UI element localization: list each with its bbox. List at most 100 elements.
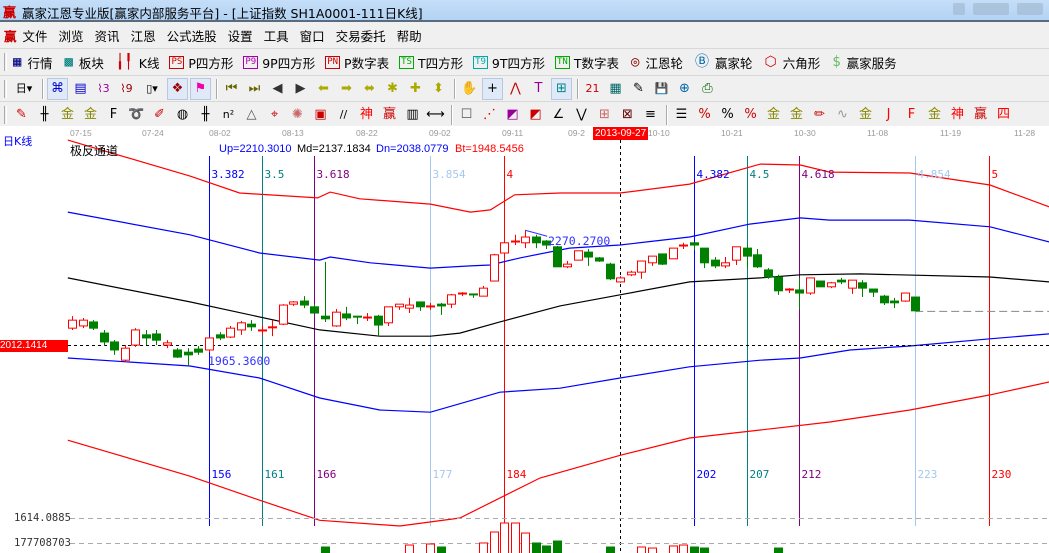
map-icon[interactable]: ⌘ bbox=[47, 77, 68, 100]
god-lines-icon[interactable]: 神 bbox=[359, 107, 373, 122]
calculator-icon[interactable]: ▦ bbox=[609, 81, 622, 96]
crosshair-icon[interactable]: + bbox=[482, 77, 503, 100]
toolbar-kline-button[interactable]: ╽╿ K线 bbox=[114, 53, 160, 72]
fan-box-2-icon[interactable]: ◩ bbox=[529, 107, 542, 122]
grid-target-icon[interactable]: ▣ bbox=[314, 107, 327, 122]
menu-item[interactable]: 设置 bbox=[227, 28, 253, 44]
gold-red-icon[interactable]: 金 bbox=[858, 107, 872, 122]
grid-box-icon[interactable]: ⊠ bbox=[622, 107, 633, 122]
network-icon[interactable]: ⊕ bbox=[679, 81, 690, 96]
chart-canvas[interactable] bbox=[0, 126, 1049, 553]
toolbar-sectors-button[interactable]: ▩ 板块 bbox=[62, 53, 103, 72]
zoom-in-icon[interactable]: ✚ bbox=[410, 81, 421, 96]
period-label[interactable]: 日K线 bbox=[3, 135, 33, 148]
menu-item[interactable]: 文件 bbox=[22, 28, 48, 44]
shift-right-icon[interactable]: ➡ bbox=[341, 81, 352, 96]
first-icon[interactable]: ⏮ bbox=[225, 81, 238, 96]
calendar-icon[interactable]: 21 bbox=[585, 82, 600, 95]
toolbar-winner-service-button[interactable]: $ 赢家服务 bbox=[830, 53, 896, 72]
next-icon[interactable]: ▶ bbox=[295, 81, 306, 96]
spiral-icon[interactable]: ➰ bbox=[128, 107, 145, 122]
parallel-3-icon[interactable]: ≡ bbox=[645, 107, 656, 122]
toolbar-grip[interactable] bbox=[4, 79, 7, 98]
gold-lines-2-icon[interactable]: 金 bbox=[83, 107, 97, 122]
menu-item[interactable]: 帮助 bbox=[396, 28, 422, 44]
expand-h-icon[interactable]: ⬌ bbox=[364, 81, 375, 96]
menu-item[interactable]: 公式选股 bbox=[166, 28, 217, 44]
menu-item[interactable]: 工具 bbox=[263, 28, 289, 44]
toolbar-hexagon-button[interactable]: ⬡ 六角形 bbox=[762, 53, 820, 72]
parallel-icon[interactable]: // bbox=[339, 108, 348, 121]
four-fan-icon[interactable]: 四 bbox=[996, 107, 1010, 122]
hand-icon[interactable]: ✋ bbox=[461, 81, 478, 96]
candle-type-icon[interactable]: ▯▾ bbox=[146, 82, 158, 95]
angle-icon[interactable]: ∠ bbox=[552, 107, 565, 122]
expand-v-icon[interactable]: ⬍ bbox=[433, 81, 444, 96]
prev-icon[interactable]: ◀ bbox=[272, 81, 283, 96]
toolbar-quotes-button[interactable]: ▦ 行情 bbox=[11, 53, 52, 72]
toolbar-p-square-button[interactable]: PS P四方形 bbox=[169, 53, 233, 72]
lines-3-icon[interactable]: ╫ bbox=[40, 107, 49, 122]
menu-item[interactable]: 窗口 bbox=[299, 28, 325, 44]
menu-item[interactable]: 资讯 bbox=[94, 28, 120, 44]
minimize-button[interactable] bbox=[953, 3, 965, 15]
flag-icon[interactable]: ⚑ bbox=[190, 77, 211, 100]
gold-lines-icon[interactable]: 金 bbox=[60, 107, 74, 122]
f-fan-icon[interactable]: F bbox=[907, 107, 916, 122]
triangle-icon[interactable]: △ bbox=[246, 107, 257, 122]
measure-icon[interactable]: ⟷ bbox=[426, 107, 445, 122]
toolbar-grip[interactable] bbox=[4, 53, 7, 71]
wave-3-icon[interactable]: ⌇3 bbox=[97, 82, 110, 95]
maximize-button[interactable] bbox=[973, 3, 1009, 15]
stock-map-icon[interactable]: ❖ bbox=[167, 77, 188, 100]
shift-left-icon[interactable]: ⬅ bbox=[318, 81, 329, 96]
v-line-icon[interactable]: ⋁ bbox=[576, 107, 587, 122]
brush-icon[interactable]: ✏ bbox=[814, 107, 825, 122]
menu-item[interactable]: 交易委托 bbox=[335, 28, 386, 44]
circle-ruler-icon[interactable]: ◍ bbox=[176, 107, 189, 122]
fan-icon[interactable]: ⋰ bbox=[483, 107, 496, 122]
f-lines-icon[interactable]: F bbox=[109, 107, 118, 122]
connection-icon[interactable]: ⎙ bbox=[702, 81, 713, 96]
save-icon[interactable]: 💾 bbox=[654, 82, 669, 95]
toolbar-p-number-table-button[interactable]: PN P数字表 bbox=[325, 53, 389, 72]
god-fan-icon[interactable]: 神 bbox=[950, 107, 964, 122]
kline-chart[interactable]: 07-15 07-24 08-02 08-13 08-22 09-02 09-11 09-2 1… bbox=[0, 126, 1049, 553]
clipboard-icon[interactable]: ▤ bbox=[74, 81, 87, 96]
percent-fan-icon[interactable]: % bbox=[698, 107, 711, 122]
gold-lines-3-icon[interactable]: 金 bbox=[789, 107, 803, 122]
close-button[interactable] bbox=[1017, 3, 1043, 15]
win-lines-icon[interactable]: 赢 bbox=[382, 107, 396, 122]
web-icon[interactable]: ✺ bbox=[292, 107, 303, 122]
toolbar-t-square-button[interactable]: TS T四方形 bbox=[399, 53, 463, 72]
lines-4-icon[interactable]: ╫ bbox=[201, 107, 210, 122]
percent-lines-icon[interactable]: % bbox=[744, 107, 757, 122]
toolbar-9t-square-button[interactable]: T9 9T四方形 bbox=[473, 53, 545, 72]
menu-item[interactable]: 浏览 bbox=[58, 28, 84, 44]
bar-lines-icon[interactable]: ☰ bbox=[675, 107, 688, 122]
toolbar-winner-wheel-button[interactable]: Ⓑ 赢家轮 bbox=[693, 53, 753, 72]
j-fan-icon[interactable]: J bbox=[886, 107, 891, 122]
wave-9-icon[interactable]: ⌇9 bbox=[120, 82, 133, 95]
fan-box-icon[interactable]: ◩ bbox=[506, 107, 519, 122]
pen-icon[interactable]: ✎ bbox=[16, 107, 27, 122]
gann-box-icon[interactable]: ⊞ bbox=[551, 77, 572, 100]
toolbar-9p-square-button[interactable]: P9 9P四方形 bbox=[243, 53, 315, 72]
pen-ruler-icon[interactable]: ✐ bbox=[154, 107, 165, 122]
toolbar-gann-wheel-button[interactable]: ◎ 江恩轮 bbox=[629, 53, 683, 72]
win-fan-icon[interactable]: 赢 bbox=[973, 107, 987, 122]
n-square-icon[interactable]: n² bbox=[222, 108, 235, 121]
grid-9-icon[interactable]: ⊞ bbox=[599, 107, 610, 122]
target-icon[interactable]: ⌖ bbox=[270, 107, 279, 122]
toolbar-t-number-table-button[interactable]: TN T数字表 bbox=[555, 53, 619, 72]
notepad-icon[interactable]: ✎ bbox=[633, 81, 644, 96]
tshirt-icon[interactable]: T bbox=[534, 81, 543, 96]
last-icon[interactable]: ⏭ bbox=[248, 81, 261, 96]
period-day-icon[interactable]: 日▾ bbox=[15, 82, 33, 95]
percent-icon[interactable]: % bbox=[721, 107, 734, 122]
compress-icon[interactable]: ✱ bbox=[387, 81, 398, 96]
ruler-123-icon[interactable]: ▥ bbox=[406, 107, 419, 122]
menu-item[interactable]: 江恩 bbox=[130, 28, 156, 44]
gold-circle-icon[interactable]: 金 bbox=[766, 107, 780, 122]
toolbar-grip[interactable] bbox=[4, 105, 7, 124]
